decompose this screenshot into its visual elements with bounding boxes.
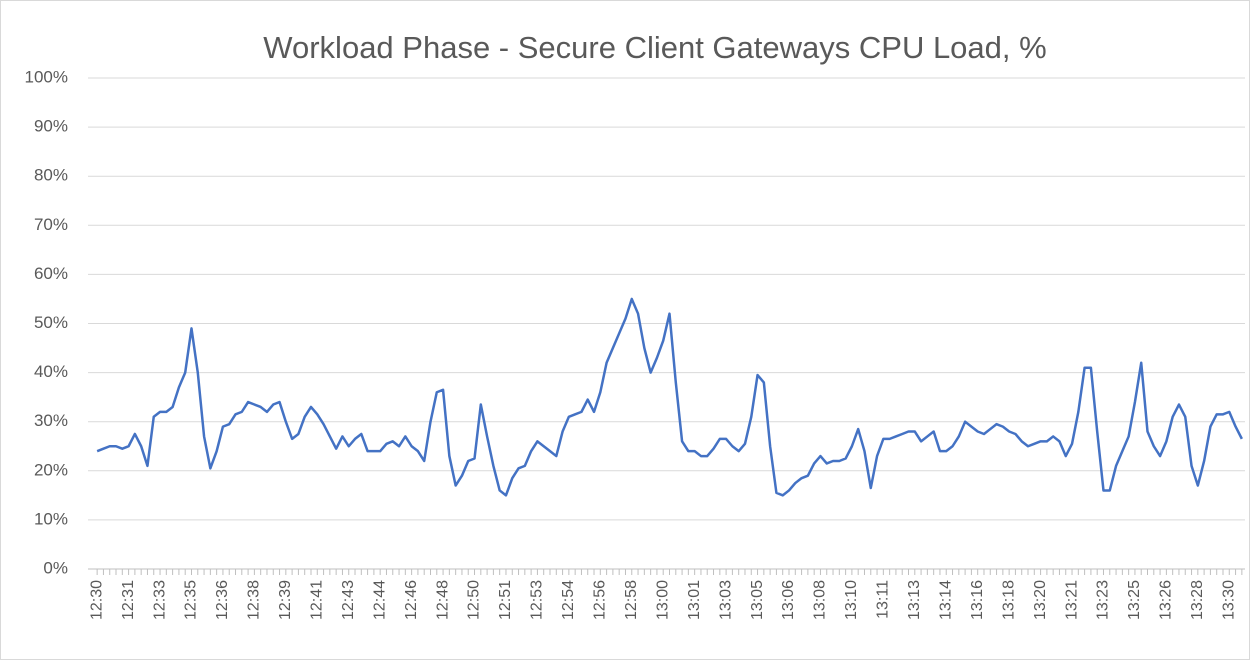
x-tick-label: 12:48 [434, 580, 451, 620]
x-tick-label: 13:01 [686, 580, 703, 620]
x-tick-label: 13:11 [875, 580, 892, 619]
x-tick-label: 12:50 [466, 580, 483, 620]
x-tick-label: 13:23 [1095, 580, 1112, 620]
x-tick-label: 12:36 [214, 580, 231, 620]
y-tick-label: 30% [34, 411, 68, 430]
x-tick-label: 12:56 [592, 580, 609, 620]
x-tick-label: 13:14 [937, 580, 954, 620]
chart-title: Workload Phase - Secure Client Gateways … [263, 30, 1046, 65]
x-tick-label: 12:58 [623, 580, 640, 620]
y-tick-label: 0% [43, 558, 68, 577]
data-line [96, 297, 1243, 497]
x-tick-label: 12:35 [183, 580, 200, 620]
y-tick-label: 50% [34, 313, 68, 332]
x-tick-label: 12:46 [403, 580, 420, 620]
x-tick-label: 12:31 [120, 580, 137, 620]
x-tick-label: 13:08 [812, 580, 829, 620]
y-tick-label: 10% [34, 509, 68, 528]
x-tick-label: 13:20 [1032, 580, 1049, 620]
x-tick-label: 12:39 [277, 580, 294, 620]
x-tick-label: 12:30 [88, 580, 105, 620]
x-tick-label: 12:38 [246, 580, 263, 620]
y-tick-label: 60% [34, 264, 68, 283]
y-tick-label: 70% [34, 215, 68, 234]
y-tick-label: 80% [34, 166, 68, 185]
x-tick-label: 12:41 [309, 580, 326, 620]
x-tick-label: 13:06 [780, 580, 797, 620]
x-tick-label: 12:51 [497, 580, 514, 620]
y-tick-label: 40% [34, 362, 68, 381]
x-tick-label: 12:54 [560, 580, 577, 620]
x-tick-label: 12:43 [340, 580, 357, 620]
x-tick-label: 13:21 [1063, 580, 1080, 620]
x-tick-label: 13:05 [749, 580, 766, 620]
x-tick-label: 13:18 [1000, 580, 1017, 620]
x-tick-label: 13:10 [843, 580, 860, 620]
x-tick-label: 13:25 [1126, 580, 1143, 620]
x-tick-label: 12:33 [151, 580, 168, 620]
x-tick-label: 13:26 [1158, 580, 1175, 620]
x-tick-label: 12:53 [529, 580, 546, 620]
y-tick-label: 90% [34, 117, 68, 136]
x-tick-label: 13:00 [654, 580, 671, 620]
x-tick-label: 12:44 [371, 580, 388, 620]
x-tick-label: 13:30 [1220, 580, 1237, 620]
y-tick-label: 20% [34, 460, 68, 479]
x-tick-label: 13:28 [1189, 580, 1206, 620]
y-tick-label: 100% [25, 67, 68, 86]
x-tick-label: 13:16 [969, 580, 986, 620]
x-tick-label: 13:03 [717, 580, 734, 620]
x-tick-label: 13:13 [906, 580, 923, 620]
